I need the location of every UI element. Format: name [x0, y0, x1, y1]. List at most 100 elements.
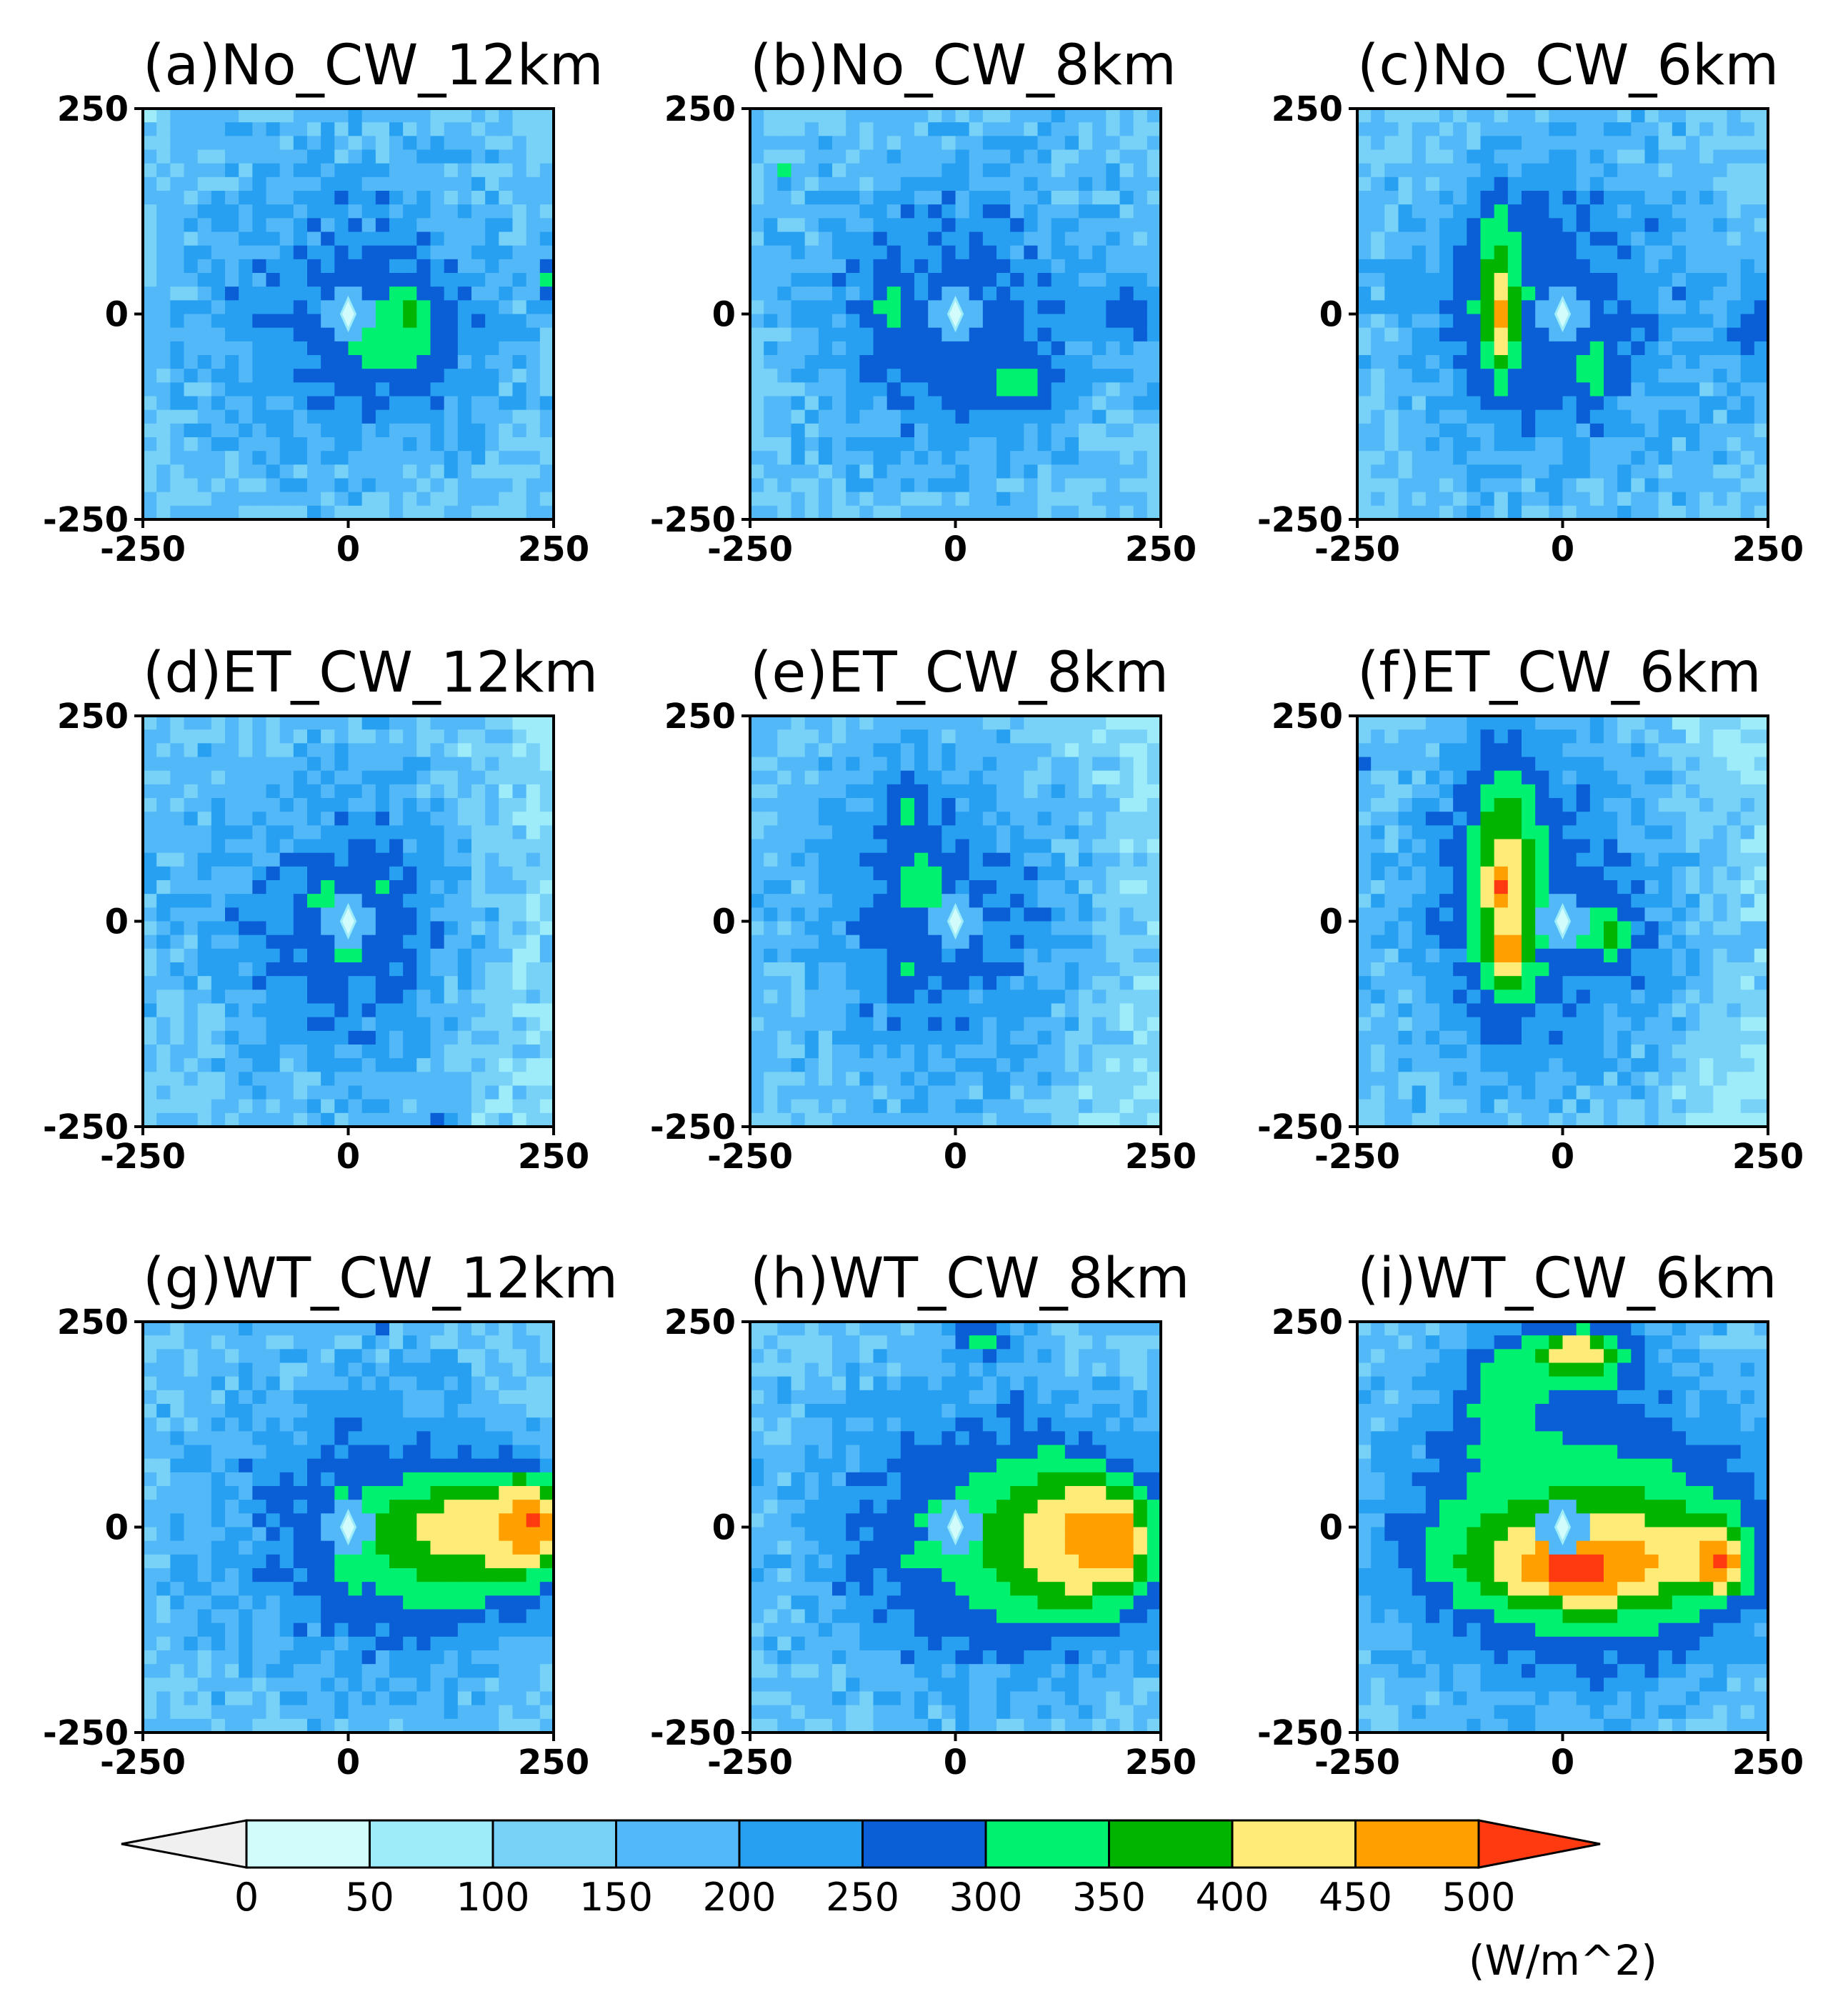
heatmap-cell	[1037, 962, 1052, 977]
heatmap-cell	[942, 396, 957, 411]
heatmap-cell	[348, 852, 363, 867]
heatmap-cell	[348, 218, 363, 233]
heatmap-cell	[1439, 989, 1454, 1005]
heatmap-cell	[1740, 396, 1755, 411]
heatmap-cell	[1562, 409, 1577, 424]
heatmap-cell	[914, 989, 929, 1005]
heatmap-cell	[969, 934, 984, 949]
heatmap-cell	[1507, 451, 1522, 465]
heatmap-cell	[1754, 327, 1769, 342]
heatmap-cell	[832, 948, 846, 963]
heatmap-cell	[512, 1003, 527, 1018]
heatmap-cell	[1037, 314, 1052, 329]
heatmap-cell	[1010, 327, 1024, 342]
heatmap-cell	[416, 1045, 431, 1059]
heatmap-cell	[1398, 492, 1413, 507]
heatmap-cell	[1507, 464, 1522, 479]
heatmap-cell	[197, 976, 212, 990]
heatmap-cell	[239, 396, 253, 411]
heatmap-cell	[1754, 492, 1769, 507]
heatmap-cell	[873, 176, 888, 191]
heatmap-cell	[1357, 176, 1372, 191]
y-tick-label: -250	[1257, 500, 1343, 540]
heatmap-cell	[361, 921, 376, 936]
heatmap-cell	[197, 122, 212, 136]
heatmap-cell	[1507, 1058, 1522, 1072]
heatmap-cell	[1467, 1099, 1482, 1114]
heatmap-cell	[389, 273, 404, 287]
heatmap-cell	[1064, 866, 1079, 881]
heatmap-cell	[389, 784, 404, 799]
heatmap-cell	[403, 136, 417, 151]
heatmap-cell	[293, 396, 308, 411]
heatmap-cell	[1079, 191, 1093, 205]
heatmap-cell	[1480, 286, 1495, 301]
x-tick-label: 250	[1125, 1137, 1197, 1177]
heatmap-cell	[1106, 784, 1121, 799]
heatmap-cell	[955, 191, 970, 205]
heatmap-cell	[1644, 451, 1659, 465]
heatmap-cell	[1371, 300, 1385, 315]
heatmap-cell	[499, 770, 514, 785]
heatmap-cell	[389, 423, 404, 438]
heatmap-cell	[1672, 355, 1687, 369]
heatmap-cell	[1589, 451, 1604, 465]
heatmap-cell	[156, 894, 171, 908]
heatmap-cell	[539, 245, 554, 260]
heatmap-cell	[942, 784, 957, 799]
heatmap-cell	[1480, 825, 1495, 840]
heatmap-cell	[293, 122, 308, 136]
heatmap-cell	[1467, 907, 1482, 922]
heatmap-cell	[900, 1099, 915, 1114]
heatmap-cell	[750, 880, 764, 894]
heatmap-cell	[791, 798, 806, 812]
heatmap-cell	[750, 1058, 764, 1072]
heatmap-cell	[239, 934, 253, 949]
heatmap-cell	[900, 1017, 915, 1032]
heatmap-cell	[750, 218, 764, 233]
heatmap-cell	[1147, 451, 1162, 465]
heatmap-cell	[873, 286, 888, 301]
heatmap-cell	[1147, 907, 1162, 922]
heatmap-cell	[526, 149, 541, 164]
heatmap-cell	[1589, 231, 1604, 246]
heatmap-cell	[818, 1112, 833, 1127]
heatmap-cell	[764, 300, 778, 315]
panel-title: (b)No_CW_8km	[750, 34, 1177, 98]
x-tick-label: 250	[1732, 529, 1804, 569]
heatmap-cell	[485, 934, 499, 949]
heatmap-cell	[846, 825, 860, 840]
heatmap-cell	[804, 839, 819, 854]
heatmap-cell	[764, 245, 778, 260]
heatmap-cell	[430, 218, 445, 233]
heatmap-cell	[279, 852, 294, 867]
heatmap-cell	[750, 716, 764, 730]
heatmap-cell	[1079, 716, 1093, 730]
heatmap-cell	[777, 1030, 792, 1045]
heatmap-cell	[1425, 1030, 1440, 1045]
heatmap-cell	[184, 300, 199, 315]
heatmap-cell	[1522, 1112, 1536, 1127]
heatmap-cell	[225, 948, 239, 963]
heatmap-cell	[1494, 314, 1509, 329]
heatmap-cell	[1079, 176, 1093, 191]
panel-title: (a)No_CW_12km	[143, 34, 604, 98]
heatmap-cell	[1119, 409, 1134, 424]
heatmap-cell	[293, 109, 308, 123]
heatmap-cell	[1535, 866, 1549, 881]
heatmap-cell	[1051, 1058, 1066, 1072]
heatmap-cell	[539, 300, 554, 315]
heatmap-cell	[430, 948, 445, 963]
heatmap-cell	[389, 191, 404, 205]
heatmap-cell	[859, 505, 874, 520]
heatmap-cell	[457, 341, 472, 356]
heatmap-cell	[430, 122, 445, 136]
heatmap-cell	[1644, 492, 1659, 507]
heatmap-cell	[900, 743, 915, 758]
heatmap-cell	[832, 1099, 846, 1114]
heatmap-cell	[1092, 109, 1107, 123]
heatmap-cell	[955, 1085, 970, 1100]
heatmap-cell	[832, 1112, 846, 1127]
heatmap-cell	[1754, 176, 1769, 191]
heatmap-cell	[1010, 757, 1024, 772]
